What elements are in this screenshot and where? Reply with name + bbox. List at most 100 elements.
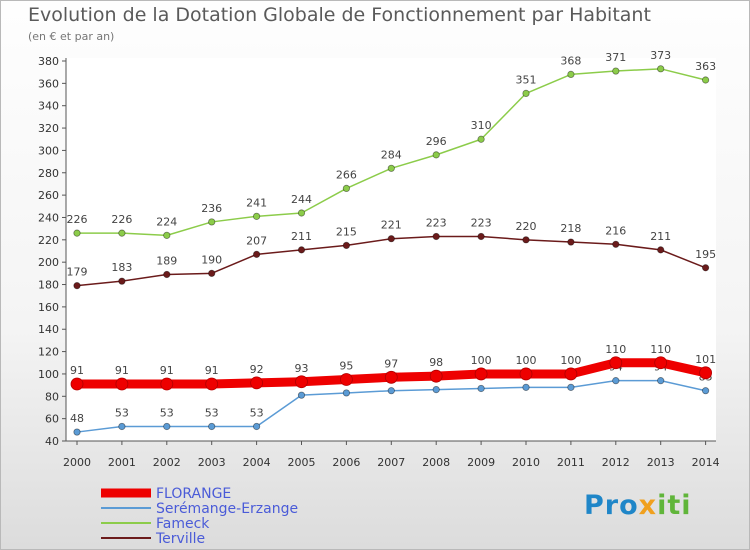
data-label-fameck: 373	[650, 49, 671, 62]
x-tick-label: 2009	[467, 456, 495, 469]
y-tick-label: 100	[38, 368, 59, 381]
data-point-florange	[70, 377, 84, 391]
data-point-terville	[612, 240, 620, 248]
x-tick-label: 2014	[692, 456, 720, 469]
data-label-fameck: 244	[291, 193, 312, 206]
proxiti-logo: Proxiti	[584, 490, 692, 521]
legend-label-fameck: Fameck	[156, 516, 210, 532]
data-point-fameck	[163, 231, 171, 239]
data-point-florange	[205, 377, 219, 391]
data-label-terville: 190	[201, 253, 222, 266]
data-point-ser-mange-erzange	[253, 422, 261, 431]
data-label-fameck: 310	[471, 119, 492, 132]
data-label-terville: 183	[111, 261, 132, 274]
data-label-ser-mange-erzange: 53	[160, 406, 174, 419]
data-label-florange: 91	[205, 364, 219, 377]
logo-part-3: iti	[657, 490, 692, 521]
data-point-florange	[115, 377, 129, 391]
data-label-florange: 91	[115, 364, 129, 377]
data-label-terville: 207	[246, 234, 267, 247]
x-tick-label: 2010	[512, 456, 540, 469]
data-point-fameck	[612, 67, 620, 75]
data-label-florange: 110	[605, 343, 626, 356]
data-point-ser-mange-erzange	[208, 422, 216, 431]
data-label-terville: 195	[695, 248, 716, 261]
x-tick-label: 2013	[647, 456, 675, 469]
data-point-fameck	[118, 229, 126, 237]
data-point-fameck	[701, 76, 710, 84]
data-point-florange	[699, 366, 712, 380]
data-point-fameck	[387, 164, 395, 172]
data-point-ser-mange-erzange	[567, 383, 575, 391]
data-point-florange	[609, 356, 623, 370]
data-point-florange	[160, 377, 174, 391]
data-point-terville	[387, 235, 395, 243]
y-tick-label: 340	[38, 100, 59, 113]
data-point-ser-mange-erzange	[73, 428, 81, 436]
data-point-ser-mange-erzange	[477, 384, 485, 393]
data-label-florange: 101	[695, 353, 716, 366]
data-point-ser-mange-erzange	[701, 387, 710, 395]
data-point-ser-mange-erzange	[118, 422, 126, 431]
data-label-fameck: 351	[516, 73, 537, 86]
data-point-florange	[429, 369, 443, 383]
data-label-fameck: 368	[560, 54, 581, 67]
y-tick-label: 240	[38, 211, 59, 224]
data-point-fameck	[297, 209, 306, 217]
data-label-terville: 221	[381, 219, 402, 232]
legend-label-terville: Terville	[155, 531, 205, 547]
x-tick-label: 2002	[153, 456, 181, 469]
logo-part-1: Pro	[584, 490, 639, 521]
data-point-fameck	[432, 151, 440, 159]
data-label-terville: 211	[650, 230, 671, 243]
data-point-terville	[657, 246, 665, 254]
data-label-terville: 179	[67, 266, 88, 279]
data-label-ser-mange-erzange: 53	[115, 406, 129, 419]
data-label-florange: 91	[70, 364, 84, 377]
data-point-terville	[477, 232, 485, 241]
data-point-ser-mange-erzange	[387, 387, 395, 395]
x-tick-label: 2011	[557, 456, 585, 469]
data-point-florange	[519, 367, 533, 381]
data-point-terville	[208, 269, 216, 277]
data-point-ser-mange-erzange	[297, 391, 306, 399]
data-label-terville: 220	[516, 220, 537, 233]
data-point-terville	[297, 246, 306, 254]
data-label-fameck: 224	[156, 215, 177, 228]
legend-label-florange: FLORANGE	[156, 486, 231, 502]
data-point-ser-mange-erzange	[163, 422, 171, 431]
data-point-terville	[701, 264, 710, 272]
data-point-fameck	[253, 212, 261, 220]
data-label-florange: 100	[471, 354, 492, 367]
chart-title: Evolution de la Dotation Globale de Fonc…	[28, 4, 651, 26]
x-tick-label: 2008	[422, 456, 450, 469]
data-point-florange	[384, 370, 398, 384]
data-label-fameck: 363	[695, 60, 716, 73]
x-tick-label: 2005	[288, 456, 316, 469]
data-label-terville: 211	[291, 230, 312, 243]
data-point-fameck	[567, 70, 575, 79]
data-label-fameck: 284	[381, 148, 402, 161]
data-point-florange	[564, 367, 578, 381]
data-point-fameck	[73, 229, 81, 237]
data-point-florange	[654, 356, 668, 370]
data-label-terville: 223	[471, 216, 492, 229]
data-point-florange	[474, 367, 488, 381]
data-label-terville: 223	[426, 216, 447, 229]
data-point-ser-mange-erzange	[432, 385, 440, 394]
data-point-ser-mange-erzange	[342, 389, 350, 397]
data-point-florange	[295, 375, 308, 389]
data-label-florange: 92	[250, 363, 264, 376]
y-tick-label: 280	[38, 167, 59, 180]
data-label-florange: 93	[295, 362, 309, 375]
data-point-terville	[253, 250, 261, 258]
y-tick-label: 140	[38, 323, 59, 336]
data-label-fameck: 266	[336, 168, 357, 181]
y-tick-label: 180	[38, 279, 59, 292]
data-point-terville	[342, 241, 350, 250]
data-label-florange: 95	[339, 360, 353, 373]
x-tick-label: 2000	[63, 456, 91, 469]
y-tick-label: 40	[45, 435, 59, 448]
data-point-terville	[522, 236, 530, 244]
